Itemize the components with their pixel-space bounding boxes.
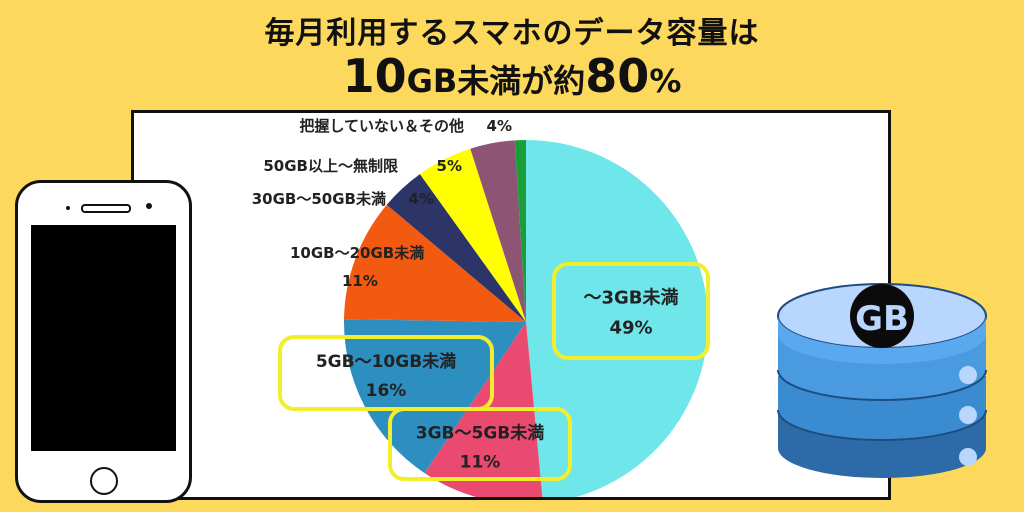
slice-value-3: 11%: [342, 272, 378, 290]
gb-text: GB: [855, 299, 909, 339]
slice-label-1: 3GB〜5GB未満: [416, 422, 544, 443]
phone-camera: [146, 203, 152, 209]
slice-label-3: 10GB〜20GB未満: [290, 244, 424, 262]
slice-label-6: 把握していない＆その他: [299, 117, 464, 135]
slice-label-0: 〜3GB未満: [583, 286, 678, 308]
slice-value-4: 4%: [409, 190, 434, 208]
slice-label-2: 5GB〜10GB未満: [316, 351, 456, 372]
smartphone-icon: [15, 180, 192, 503]
phone-screen: [31, 225, 176, 451]
gb-database-icon: GB: [777, 283, 987, 478]
highlight-box-0: [552, 262, 710, 360]
slice-value-6: 4%: [487, 117, 512, 135]
headline-number-10: 10: [342, 49, 407, 103]
pie-slice-6: [470, 140, 526, 322]
slice-value-1: 11%: [460, 452, 501, 472]
slice-value-5: 5%: [437, 157, 462, 175]
pie-slice-7: [514, 140, 526, 322]
phone-home-button: [90, 467, 118, 495]
phone-sensor: [66, 206, 70, 210]
phone-speaker: [81, 204, 131, 213]
slice-value-0: 49%: [609, 317, 652, 338]
pie-slice-4: [386, 174, 526, 322]
pie-slice-3: [344, 204, 526, 322]
slice-value-2: 16%: [366, 381, 407, 401]
headline-text-gb: GB未満が約: [406, 62, 586, 100]
pie-slice-0: [526, 140, 708, 497]
highlight-box-2: [278, 335, 494, 411]
headline-percent: %: [649, 62, 682, 100]
headline-line-2: 10GB未満が約80%: [0, 50, 1024, 113]
headline-number-80: 80: [585, 49, 650, 103]
pie-slice-5: [419, 148, 526, 322]
slice-label-4: 30GB〜50GB未満: [252, 190, 386, 208]
pie-chart: 〜3GB未満 49% 3GB〜5GB未満 11% 5GB〜10GB未満 16% 10GB〜2…: [252, 117, 710, 497]
chart-panel: 〜3GB未満 49% 3GB〜5GB未満 11% 5GB〜10GB未満 16% 10GB〜2…: [131, 110, 891, 500]
headline-line-1: 毎月利用するスマホのデータ容量は: [264, 16, 760, 51]
slice-label-5: 50GB以上〜無制限: [263, 157, 398, 175]
